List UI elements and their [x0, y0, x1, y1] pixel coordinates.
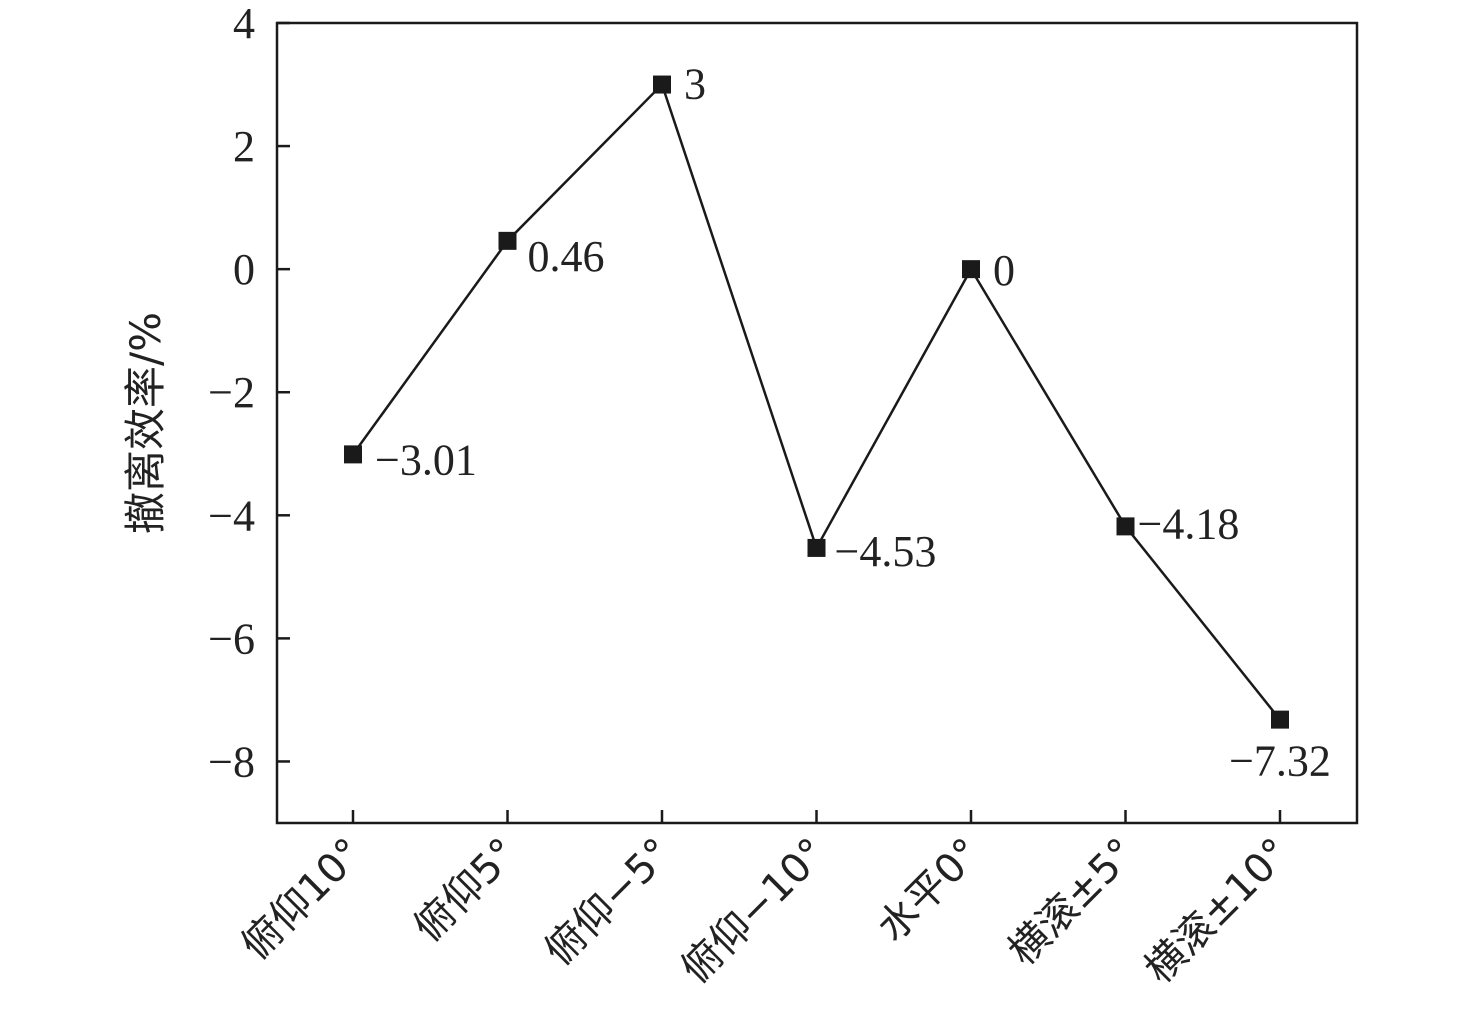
- data-label: 0.46: [528, 232, 605, 281]
- data-point-marker: [1271, 710, 1289, 729]
- x-tick-label: 俯仰−10°: [673, 830, 836, 993]
- y-tick-label: −6: [208, 614, 255, 663]
- y-tick-label: 0: [233, 245, 255, 294]
- data-point-marker: [1116, 517, 1135, 536]
- data-label: −7.32: [1229, 737, 1331, 786]
- data-point-marker: [962, 260, 980, 279]
- data-point-marker: [344, 445, 362, 464]
- data-label: 3: [684, 60, 706, 109]
- y-axis-title: 撤离效率/%: [121, 312, 170, 534]
- x-tick-label: 俯仰5°: [405, 830, 526, 951]
- x-tick-label: 俯仰10°: [233, 830, 372, 969]
- y-tick-label: −8: [208, 737, 255, 786]
- data-point-marker: [807, 538, 826, 557]
- y-axis-ticks: 4 2 0 −2 −4 −6 −8: [208, 0, 290, 786]
- data-label: 0: [993, 246, 1015, 295]
- x-tick-label: 横滚±10°: [1136, 830, 1299, 993]
- y-tick-label: 2: [233, 122, 255, 171]
- x-tick-label: 俯仰−5°: [536, 830, 681, 975]
- data-point-marker: [498, 231, 517, 250]
- x-tick-label: 横滚±5°: [1000, 830, 1145, 975]
- y-tick-label: −2: [208, 368, 255, 417]
- series-line: [351, 82, 1281, 721]
- x-axis-ticks: 俯仰10° 俯仰5° 俯仰−5°俯仰−10° 水平0° 横滚±5°横滚±10°: [233, 810, 1299, 992]
- series-group: −3.01 0.46 3 −4.53 0 −4.18 −7.32: [344, 60, 1331, 786]
- y-tick-label: −4: [208, 491, 255, 540]
- data-label: −4.53: [835, 527, 937, 576]
- plot-frame: [275, 21, 1359, 825]
- data-label: −3.01: [375, 435, 477, 484]
- data-point-marker: [653, 75, 671, 94]
- y-tick-label: 4: [233, 0, 255, 48]
- x-tick-label: 水平0°: [869, 830, 990, 951]
- data-label: −4.18: [1138, 499, 1240, 548]
